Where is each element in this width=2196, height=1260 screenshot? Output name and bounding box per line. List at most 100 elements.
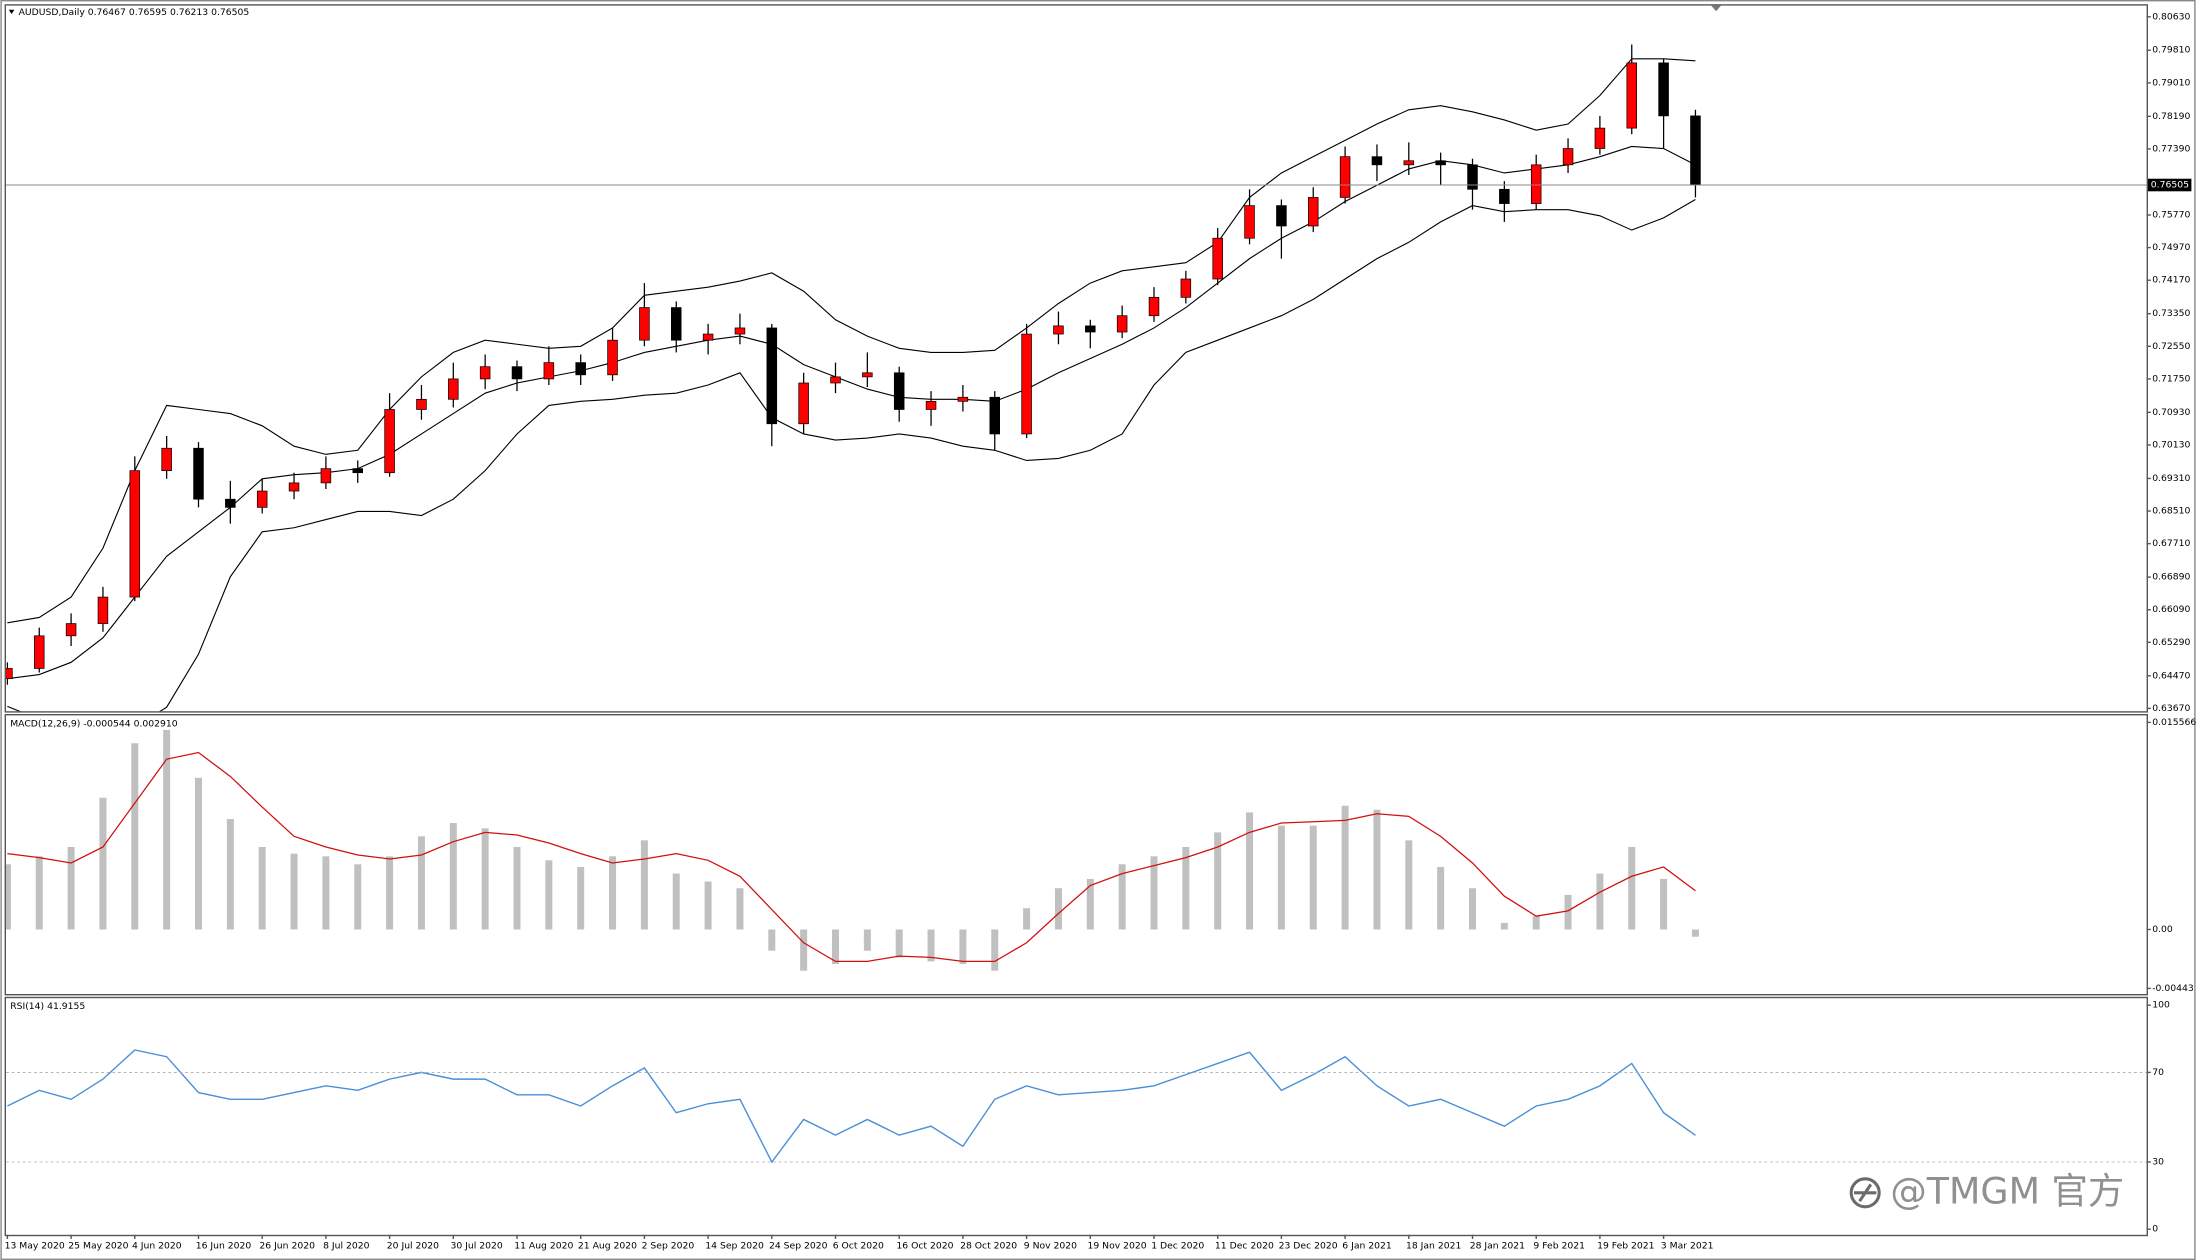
- macd-bar: [1628, 846, 1636, 930]
- macd-bar: [481, 828, 489, 930]
- macd-title: MACD(12,26,9) -0.000544 0.002910: [10, 718, 178, 729]
- candle-body: [925, 400, 937, 410]
- x-tick-label: 6 Oct 2020: [833, 1241, 884, 1252]
- macd-bar: [609, 856, 617, 930]
- macd-bar: [513, 846, 521, 930]
- macd-bar: [354, 864, 362, 930]
- macd-bar: [991, 929, 999, 971]
- candle-body: [97, 596, 109, 624]
- bollinger-band: [7, 58, 1696, 624]
- candle-body: [479, 366, 491, 380]
- candle-body: [1180, 278, 1192, 298]
- y-tick-label: 0: [2152, 1224, 2158, 1235]
- watermark: @TMGM 官方: [1890, 1169, 2124, 1212]
- menu-arrow[interactable]: [8, 9, 15, 14]
- y-tick-label: 0.73350: [2152, 308, 2190, 319]
- plot-layer: [7, 1049, 1696, 1164]
- y-tick-label: 70: [2152, 1067, 2164, 1078]
- macd-bar: [290, 853, 298, 930]
- candle-body: [862, 372, 873, 378]
- candle-body: [1594, 127, 1606, 149]
- macd-bar: [386, 856, 394, 930]
- y-tick-label: 0.66090: [2152, 604, 2190, 615]
- macd-bar: [1054, 888, 1062, 930]
- candle-body: [511, 366, 523, 380]
- y-tick-label: 0.74970: [2152, 242, 2190, 253]
- x-tick-label: 2 Sep 2020: [642, 1241, 695, 1252]
- candle-body: [1690, 115, 1701, 186]
- candle-body: [384, 409, 395, 474]
- macd-panel: [4, 714, 2148, 996]
- macd-bar: [1596, 873, 1604, 930]
- y-tick-label: 0.70130: [2152, 439, 2190, 450]
- candle-body: [193, 447, 204, 500]
- price-panel: [4, 4, 2148, 713]
- macd-bar: [131, 743, 139, 930]
- x-tick-label: 23 Dec 2020: [1279, 1241, 1338, 1252]
- macd-bar: [800, 929, 808, 971]
- macd-bar: [1405, 840, 1413, 930]
- candle-body: [225, 498, 236, 508]
- candle-body: [1562, 148, 1574, 166]
- macd-bar: [577, 866, 585, 930]
- x-tick-label: 3 Mar 2021: [1661, 1241, 1714, 1252]
- watermark-logo: [1849, 1177, 1881, 1209]
- macd-bar: [1182, 846, 1190, 930]
- macd-bar: [863, 929, 871, 951]
- macd-bar: [1086, 878, 1094, 930]
- macd-bar: [1469, 888, 1476, 930]
- macd-bar: [99, 797, 107, 930]
- y-tick-label: 0.79010: [2152, 77, 2190, 88]
- candle-body: [1276, 205, 1287, 227]
- x-tick-label: 20 Jul 2020: [387, 1241, 439, 1252]
- macd-bar: [163, 729, 171, 930]
- x-tick-label: 6 Jan 2021: [1342, 1241, 1392, 1252]
- y-tick-label: 30: [2152, 1157, 2164, 1168]
- candle-body: [1499, 188, 1510, 204]
- candle-body: [1435, 160, 1446, 166]
- y-tick-label: 0.80630: [2152, 11, 2190, 22]
- x-tick-label: 28 Jan 2021: [1470, 1241, 1525, 1252]
- macd-bar: [1691, 929, 1699, 937]
- last-price-label: 0.76505: [2151, 180, 2189, 191]
- macd-bar: [1150, 856, 1158, 930]
- candle-body: [129, 470, 141, 598]
- bollinger-band: [7, 145, 1696, 680]
- macd-bar: [195, 777, 202, 930]
- candle-body: [1212, 237, 1223, 280]
- candle-body: [957, 396, 969, 402]
- candle-body: [575, 362, 586, 376]
- macd-bar: [67, 846, 75, 930]
- x-tick-label: 8 Jul 2020: [323, 1241, 370, 1252]
- candle-body: [1339, 156, 1351, 198]
- candle-body: [639, 307, 650, 341]
- x-tick-label: 16 Oct 2020: [896, 1241, 953, 1252]
- candle-body: [893, 372, 905, 410]
- candle-body: [1626, 62, 1637, 129]
- y-tick-label: -0.00443: [2152, 983, 2194, 994]
- macd-bar: [704, 881, 712, 930]
- x-tick-label: 21 Aug 2020: [578, 1241, 637, 1252]
- y-tick-label: 0.71750: [2152, 373, 2190, 384]
- y-tick-label: 0.00: [2152, 924, 2173, 935]
- x-tick-label: 13 May 2020: [5, 1241, 65, 1252]
- macd-bar: [672, 873, 680, 930]
- x-tick-label: 9 Feb 2021: [1533, 1241, 1585, 1252]
- candle-body: [543, 362, 555, 380]
- candle-body: [448, 378, 459, 400]
- y-tick-label: 0.63670: [2152, 703, 2190, 714]
- macd-bar: [322, 856, 330, 930]
- candle-body: [1530, 164, 1542, 204]
- candle-body: [766, 327, 778, 425]
- x-tick-label: 28 Oct 2020: [960, 1241, 1017, 1252]
- y-tick-label: 0.66890: [2152, 572, 2190, 583]
- x-tick-label: 24 Sep 2020: [769, 1241, 828, 1252]
- candle-body: [161, 447, 172, 472]
- candle-body: [34, 635, 45, 669]
- x-tick-label: 4 Jun 2020: [132, 1241, 182, 1252]
- rsi-line: [7, 1049, 1696, 1164]
- candle-body: [1021, 333, 1032, 435]
- candle-body: [671, 307, 682, 341]
